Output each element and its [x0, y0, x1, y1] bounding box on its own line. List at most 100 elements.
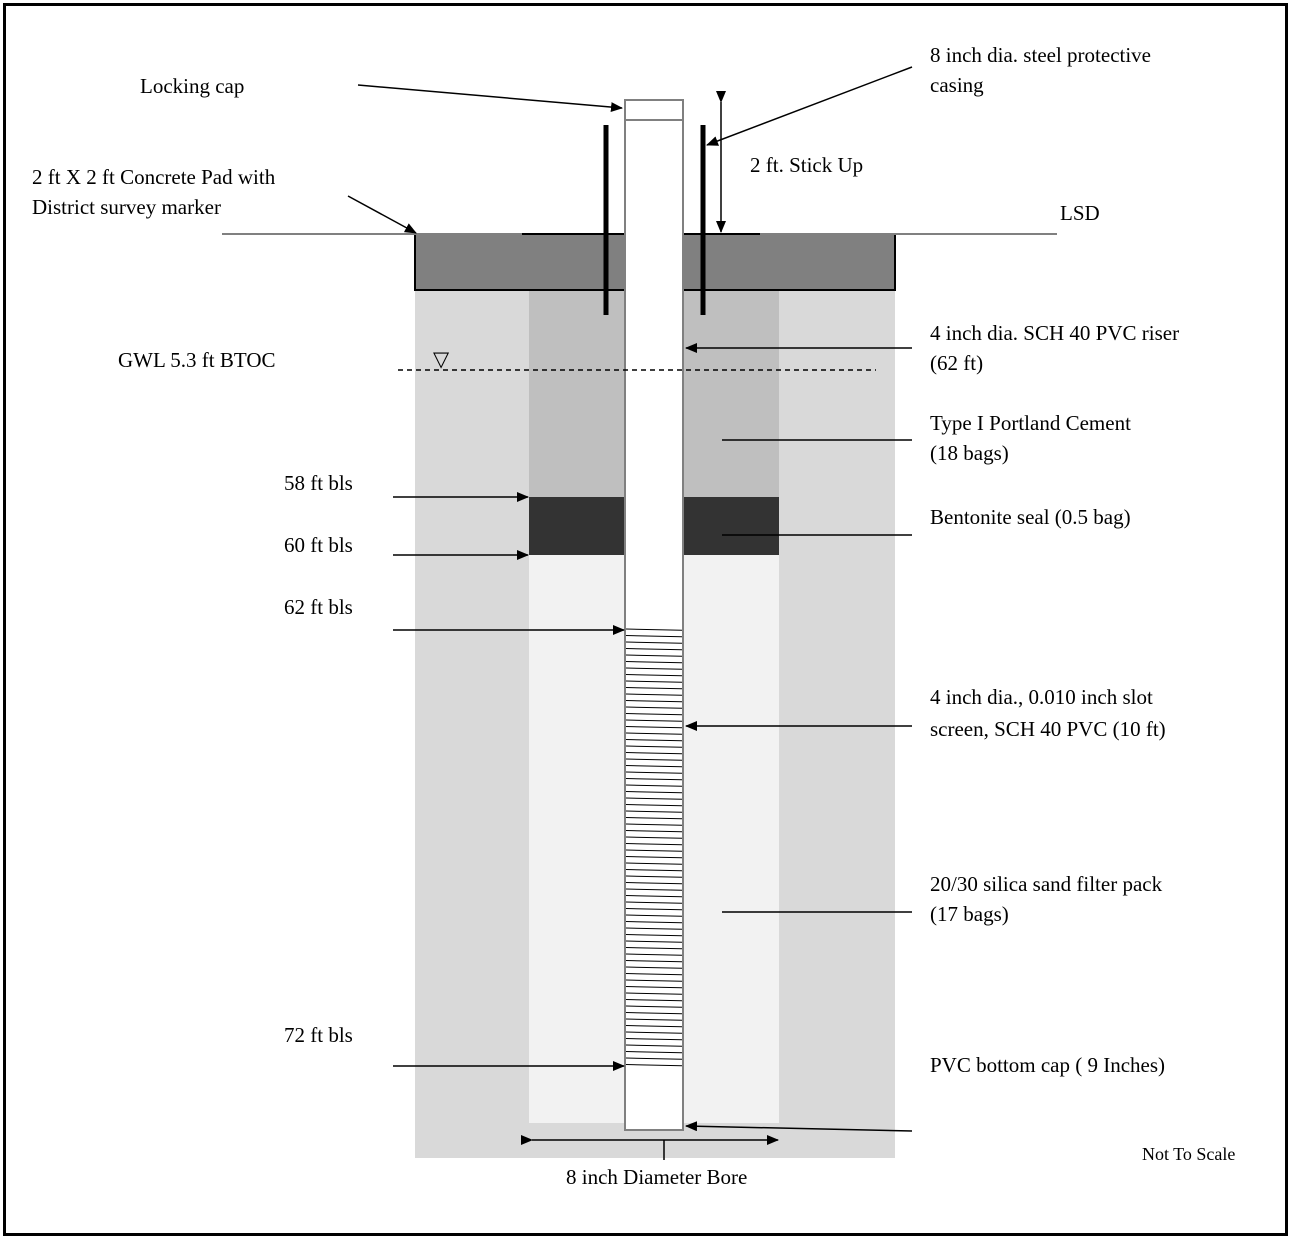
screen-slot-line: [625, 927, 683, 930]
screen-slot-line: [625, 1018, 683, 1021]
screen-slot-line: [625, 810, 683, 813]
screen-slot-line: [625, 641, 683, 644]
casing-label-line2: casing: [930, 73, 984, 97]
screen-slot-line: [625, 726, 683, 729]
screen-slot-line: [625, 960, 683, 963]
bore-label: 8 inch Diameter Bore: [566, 1165, 747, 1189]
screen-slot-line: [625, 999, 683, 1002]
screen-slot-line: [625, 836, 683, 839]
screen-slot-line: [625, 654, 683, 657]
water-table-icon: ▽: [433, 347, 450, 371]
screen-slot-line: [625, 1051, 683, 1054]
screen-slot-line: [625, 732, 683, 735]
screen-slot-line: [625, 739, 683, 742]
screen-slot-line: [625, 778, 683, 781]
screen-slot-line: [625, 1038, 683, 1041]
screen-slot-line: [625, 1012, 683, 1015]
gwl-label: GWL 5.3 ft BTOC: [118, 348, 276, 372]
stick-up-label: 2 ft. Stick Up: [750, 153, 863, 177]
screen-slot-line: [625, 947, 683, 950]
pad-label-line1: 2 ft X 2 ft Concrete Pad with: [32, 165, 276, 189]
screen-slot-line: [625, 895, 683, 898]
screen-slot-line: [625, 700, 683, 703]
screen-slot-line: [625, 1057, 683, 1060]
screen-slot-line: [625, 921, 683, 924]
screen-slot-line: [625, 693, 683, 696]
screen-slot-line: [625, 940, 683, 943]
screen-slot-line: [625, 1005, 683, 1008]
bentonite-label: Bentonite seal (0.5 bag): [930, 505, 1131, 529]
screen-slot-line: [625, 648, 683, 651]
screen-slot-line: [625, 973, 683, 976]
screen-slot-line: [625, 797, 683, 800]
screen-slot-line: [625, 1064, 683, 1067]
screen-slot-line: [625, 986, 683, 989]
screen-slot-line: [625, 635, 683, 638]
screen-slot-line: [625, 758, 683, 761]
screen-slot-line: [625, 875, 683, 878]
casing-label-line1: 8 inch dia. steel protective: [930, 43, 1151, 67]
screen-slot-line: [625, 849, 683, 852]
pad-arrow: [347, 195, 417, 234]
cement-label-line2: (18 bags): [930, 441, 1009, 465]
screen-slot-line: [625, 830, 683, 833]
screen-slot-line: [625, 628, 683, 631]
screen-slot-line: [625, 843, 683, 846]
sand-label-line2: (17 bags): [930, 902, 1009, 926]
screen-slot-line: [625, 784, 683, 787]
bottom-cap-label: PVC bottom cap ( 9 Inches): [930, 1053, 1165, 1077]
screen-slot-line: [625, 823, 683, 826]
screen-slot-line: [625, 667, 683, 670]
screen-label-line2: screen, SCH 40 PVC (10 ft): [930, 717, 1166, 741]
cement-label-line1: Type I Portland Cement: [930, 411, 1131, 435]
sand-label-line1: 20/30 silica sand filter pack: [930, 872, 1163, 896]
screen-slot-line: [625, 771, 683, 774]
not-to-scale-label: Not To Scale: [1142, 1144, 1235, 1164]
screen-slot-line: [625, 719, 683, 722]
screen-slot-line: [625, 979, 683, 982]
depth-60-label: 60 ft bls: [284, 533, 353, 557]
locking-cap-label: Locking cap: [140, 74, 244, 98]
screen-slot-line: [625, 765, 683, 768]
screen-label-line1: 4 inch dia., 0.010 inch slot: [930, 685, 1153, 709]
locking-cap-arrow: [357, 84, 623, 113]
slotted-screen: [625, 628, 683, 1067]
depth-62-label: 62 ft bls: [284, 595, 353, 619]
screen-slot-line: [625, 745, 683, 748]
screen-slot-line: [625, 687, 683, 690]
screen-slot-line: [625, 953, 683, 956]
depth-72-label: 72 ft bls: [284, 1023, 353, 1047]
screen-slot-line: [625, 804, 683, 807]
screen-slot-line: [625, 856, 683, 859]
screen-slot-line: [625, 908, 683, 911]
screen-slot-line: [625, 674, 683, 677]
screen-slot-line: [625, 791, 683, 794]
screen-slot-line: [625, 1025, 683, 1028]
screen-slot-line: [625, 661, 683, 664]
screen-slot-line: [625, 706, 683, 709]
diagram-frame: [3, 3, 1288, 1236]
screen-slot-line: [625, 934, 683, 937]
screen-slot-line: [625, 888, 683, 891]
screen-slot-line: [625, 869, 683, 872]
bottom-cap-arrow: [685, 1121, 913, 1132]
casing-arrow: [706, 66, 913, 146]
screen-slot-line: [625, 862, 683, 865]
screen-slot-line: [625, 992, 683, 995]
screen-slot-line: [625, 713, 683, 716]
pad-label-line2: District survey marker: [32, 195, 221, 219]
screen-slot-line: [625, 966, 683, 969]
riser-label-line2: (62 ft): [930, 351, 983, 375]
screen-slot-line: [625, 914, 683, 917]
lsd-label: LSD: [1060, 201, 1100, 225]
screen-slot-line: [625, 680, 683, 683]
screen-slot-line: [625, 1044, 683, 1047]
screen-slot-line: [625, 901, 683, 904]
screen-slot-line: [625, 882, 683, 885]
screen-slot-line: [625, 1031, 683, 1034]
pvc-riser-pipe: [624, 99, 684, 1131]
riser-label-line1: 4 inch dia. SCH 40 PVC riser: [930, 321, 1179, 345]
screen-slot-line: [625, 752, 683, 755]
depth-58-label: 58 ft bls: [284, 471, 353, 495]
